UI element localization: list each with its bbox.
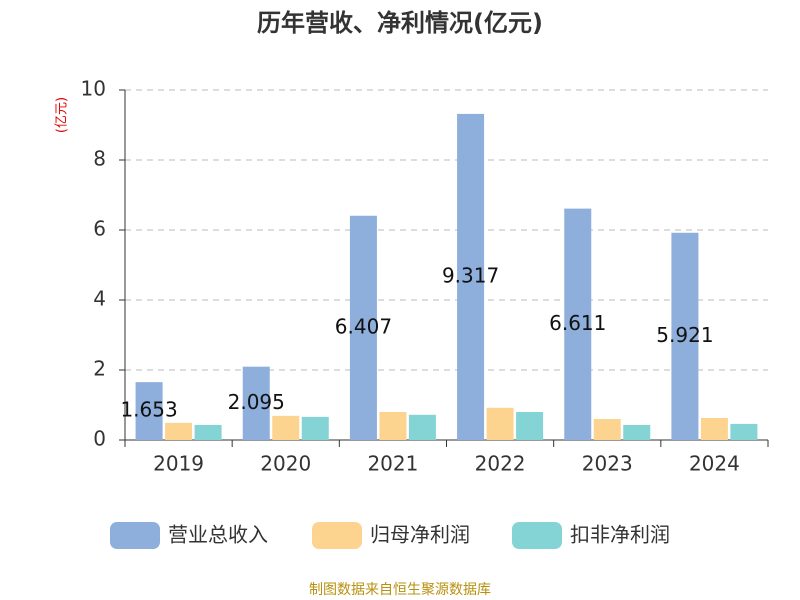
legend-label: 扣非净利润 [570,523,670,547]
bar [272,415,300,440]
bar [623,424,651,440]
bar [408,414,436,440]
bar [301,416,329,440]
chart-title: 历年营收、净利情况(亿元) [257,9,543,37]
data-label: 1.653 [120,398,177,422]
legend-swatch [312,522,362,549]
bar [700,417,728,440]
legend-label: 归母净利润 [370,523,470,547]
bar [593,419,621,440]
bar [564,208,592,440]
x-tick-label: 2023 [582,452,633,476]
bar [379,412,407,440]
y-tick-label: 0 [93,427,106,451]
y-tick-label: 10 [81,77,106,101]
y-tick-label: 6 [93,217,106,241]
bar [730,423,758,440]
bar [486,407,514,440]
source: 制图数据来自恒生聚源数据库 [309,582,491,598]
bar [349,215,377,440]
bar [194,424,222,440]
legend-label: 营业总收入 [168,523,268,547]
y-axis-label: (亿元) [55,97,70,133]
bar [135,382,163,440]
x-tick-label: 2024 [689,452,740,476]
y-tick-label: 8 [93,147,106,171]
legend-swatch [110,522,160,549]
data-label: 9.317 [442,263,499,287]
legend-swatch [512,522,562,549]
bar [457,113,485,440]
bar [242,366,270,440]
bar [165,422,193,440]
y-tick-label: 4 [93,287,106,311]
y-tick-label: 2 [93,357,106,381]
data-label: 6.407 [335,314,392,338]
bar [516,412,544,440]
x-tick-label: 2021 [367,452,418,476]
bar [671,232,699,440]
data-label: 6.611 [549,311,606,335]
data-label: 5.921 [656,323,713,347]
x-tick-label: 2020 [260,452,311,476]
data-label: 2.095 [228,390,285,414]
x-tick-label: 2022 [475,452,526,476]
x-tick-label: 2019 [153,452,204,476]
